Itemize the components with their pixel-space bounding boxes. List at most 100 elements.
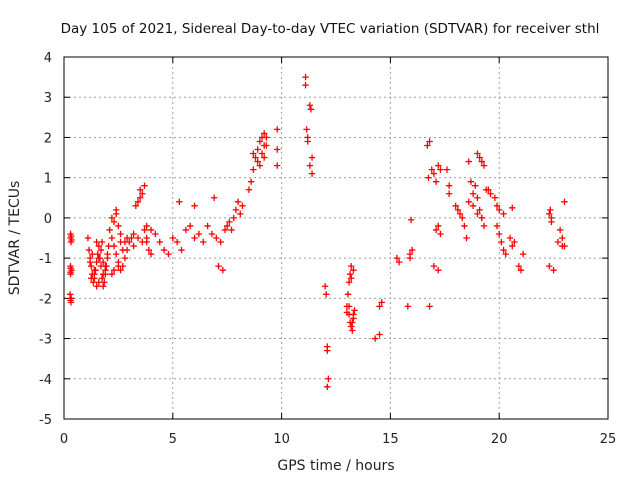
- y-axis: -5 -4 -3 -2 -1 0 1 2 3 4: [39, 51, 608, 428]
- chart-title: Day 105 of 2021, Sidereal Day-to-day VTE…: [61, 21, 600, 37]
- data-point: [432, 178, 440, 185]
- data-point: [102, 262, 109, 270]
- data-point: [110, 266, 118, 274]
- data-point: [519, 250, 527, 258]
- data-point: [98, 238, 106, 246]
- data-point: [465, 198, 472, 205]
- data-point: [93, 258, 100, 266]
- data-point: [435, 266, 442, 274]
- data-point: [426, 138, 433, 145]
- data-point: [406, 250, 414, 258]
- data-point: [221, 226, 229, 234]
- data-point: [217, 238, 224, 246]
- data-point: [274, 126, 281, 133]
- data-point: [173, 238, 181, 246]
- data-point: [445, 182, 453, 189]
- x-tick-label: 5: [169, 432, 177, 447]
- data-point: [134, 234, 142, 242]
- data-point: [480, 222, 488, 230]
- data-point: [426, 303, 433, 310]
- data-point: [234, 198, 242, 205]
- data-point: [191, 202, 198, 210]
- data-point: [511, 238, 518, 246]
- y-tick-label: 0: [44, 212, 52, 227]
- data-point: [88, 275, 95, 282]
- data-point: [250, 150, 257, 157]
- data-point: [546, 262, 553, 270]
- data-point: [467, 178, 475, 185]
- data-point: [561, 242, 568, 250]
- data-point: [408, 246, 416, 254]
- x-tick-label: 25: [600, 432, 617, 447]
- data-point: [95, 254, 103, 262]
- data-point: [302, 73, 309, 81]
- data-point: [99, 283, 107, 290]
- data-point: [256, 138, 264, 145]
- x-tick-label: 15: [382, 432, 399, 447]
- data-point: [195, 230, 203, 238]
- data-point: [424, 142, 431, 149]
- data-point: [304, 138, 311, 145]
- data-point: [344, 291, 352, 298]
- data-point: [132, 202, 140, 210]
- x-axis-label: GPS time / hours: [277, 458, 394, 474]
- data-point: [215, 262, 222, 270]
- data-point: [117, 230, 124, 238]
- data-point: [376, 331, 383, 338]
- x-tick-label: 20: [491, 432, 508, 447]
- data-point: [376, 303, 383, 310]
- data-point: [165, 250, 172, 258]
- data-point: [95, 242, 103, 250]
- data-point: [67, 264, 74, 272]
- data-point: [350, 315, 357, 322]
- data-point: [115, 222, 122, 230]
- data-point: [561, 198, 568, 205]
- data-point: [345, 303, 353, 310]
- data-point: [435, 222, 442, 230]
- data-point: [136, 194, 144, 201]
- data-point: [117, 266, 124, 274]
- data-point: [425, 174, 432, 181]
- data-point: [108, 271, 116, 278]
- data-point: [147, 250, 155, 258]
- data-point: [476, 154, 483, 161]
- data-point: [346, 319, 354, 326]
- data-point: [500, 210, 507, 218]
- plot-frame: [63, 56, 609, 420]
- data-point: [461, 222, 468, 230]
- data-point: [435, 162, 442, 169]
- data-point: [67, 297, 74, 304]
- data-point: [325, 375, 332, 382]
- y-tick-label: -1: [39, 252, 52, 267]
- data-point: [208, 230, 216, 238]
- y-tick-label: 1: [44, 172, 52, 187]
- data-point: [254, 146, 261, 153]
- data-point: [485, 186, 492, 193]
- data-point: [160, 246, 168, 254]
- data-point: [546, 210, 553, 218]
- data-point: [145, 246, 153, 254]
- data-point: [169, 234, 176, 242]
- data-point: [200, 238, 207, 246]
- y-tick-label: -3: [39, 333, 52, 348]
- data-point: [371, 335, 379, 342]
- data-point: [496, 206, 503, 214]
- data-point: [250, 166, 257, 173]
- data-point: [478, 214, 485, 222]
- data-point: [452, 202, 459, 210]
- data-point: [252, 154, 259, 161]
- data-point: [232, 206, 240, 214]
- data-point: [432, 226, 440, 234]
- data-point: [351, 307, 358, 314]
- data-point: [213, 234, 220, 242]
- data-point: [303, 126, 310, 133]
- data-point: [472, 182, 479, 189]
- data-point: [141, 182, 148, 189]
- data-point: [263, 134, 270, 141]
- data-point: [99, 258, 107, 266]
- data-point: [474, 210, 481, 218]
- data-point: [98, 275, 106, 282]
- x-axis: 0 5 10 15 20 25: [60, 57, 616, 447]
- data-point: [95, 279, 103, 286]
- data-point: [515, 262, 522, 270]
